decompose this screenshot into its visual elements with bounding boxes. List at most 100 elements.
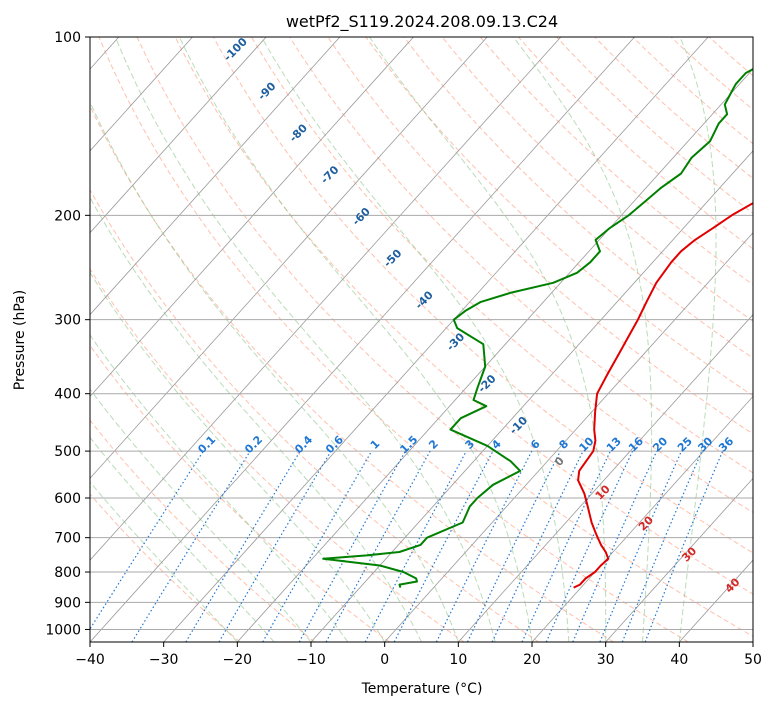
moist-adiabat-label: -70 xyxy=(318,163,341,186)
moist-adiabat xyxy=(90,196,422,642)
dry-adiabat xyxy=(90,268,465,642)
moist-adiabat-label: -10 xyxy=(507,414,530,437)
dry-adiabat xyxy=(90,419,316,642)
moist-adiabat xyxy=(369,37,607,642)
dry-adiabat-label: 30 xyxy=(679,544,699,564)
mixing-ratio-label: 0.2 xyxy=(242,433,265,456)
mixing-ratio-lines xyxy=(90,450,724,642)
moist-adiabat-lines xyxy=(90,37,717,642)
x-tick-label: −20 xyxy=(223,652,253,668)
moist-adiabat-label: -50 xyxy=(381,247,404,270)
isotherm-lines xyxy=(90,37,753,642)
dry-adiabat xyxy=(365,37,753,397)
mixing-ratio-label: 2 xyxy=(426,437,441,452)
y-tick-label: 500 xyxy=(54,444,81,460)
isotherm-line xyxy=(90,37,635,642)
dry-adiabat-label: 0 xyxy=(552,454,567,469)
mixing-ratio-line xyxy=(262,450,373,642)
plot-area: 0.1 0.2 0.4 0.6 1 1.5 2 3 4 6 8 10 13 16 20 25 30 36-100-… xyxy=(90,37,753,642)
moist-adiabat-label: -60 xyxy=(350,205,373,228)
y-tick-label: 400 xyxy=(54,387,81,403)
isotherm-line xyxy=(163,37,709,642)
dry-adiabat xyxy=(327,37,753,435)
dry-adiabat xyxy=(289,37,753,474)
mixing-ratio-label: 0.6 xyxy=(323,433,346,456)
x-tick-label: −40 xyxy=(75,652,105,668)
mixing-ratio-label: 8 xyxy=(557,437,572,452)
chart-title: wetPf2_S119.2024.208.09.13.C24 xyxy=(286,12,558,32)
isotherm-line xyxy=(605,477,753,642)
mixing-ratio-line xyxy=(364,450,467,642)
dry-adiabat xyxy=(90,493,241,642)
dewpoint-profile-line xyxy=(322,67,753,588)
moist-adiabat xyxy=(114,37,496,642)
dry-adiabat xyxy=(90,104,614,642)
x-tick-label: −10 xyxy=(296,652,326,668)
dry-adiabat xyxy=(174,37,753,595)
isotherm-line xyxy=(90,37,562,561)
y-tick-label: 300 xyxy=(54,313,81,329)
dry-adiabat xyxy=(441,37,753,322)
y-tick-label: 100 xyxy=(54,30,81,46)
dry-adiabat-lines xyxy=(90,37,753,642)
y-axis-label: Pressure (hPa) xyxy=(12,290,28,390)
isotherm-line xyxy=(237,68,753,642)
moist-adiabat xyxy=(90,436,275,642)
x-tick-label: 20 xyxy=(523,652,541,668)
mixing-ratio-line xyxy=(90,450,204,631)
moist-adiabat xyxy=(90,481,238,642)
mixing-ratio-line xyxy=(131,450,251,642)
y-tick-label: 200 xyxy=(54,208,81,224)
isotherm-line xyxy=(458,313,753,642)
mixing-ratio-label: 25 xyxy=(675,435,695,455)
mixing-ratio-line xyxy=(572,450,658,642)
y-tick-label: 600 xyxy=(54,491,81,507)
moist-adiabat xyxy=(261,37,570,642)
isotherm-line xyxy=(90,37,193,152)
pressure-gridlines xyxy=(90,37,753,630)
moist-adiabat xyxy=(90,271,386,642)
moist-adiabat-label: -30 xyxy=(444,330,467,353)
mixing-ratio-label: 4 xyxy=(489,437,504,452)
isotherm-line xyxy=(310,150,753,642)
mixing-ratio-line xyxy=(185,450,301,642)
x-tick-label: 50 xyxy=(744,652,762,668)
x-tick-label: −30 xyxy=(149,652,179,668)
isotherm-line xyxy=(90,37,341,316)
isotherm-line xyxy=(90,37,267,234)
line-labels: 0.1 0.2 0.4 0.6 1 1.5 2 3 4 6 8 10 13 16 20 25 30 36-100-… xyxy=(195,37,742,596)
isotherm-line xyxy=(531,395,753,642)
profile-series xyxy=(322,67,753,589)
moist-adiabat xyxy=(90,388,312,642)
x-tick-label: 0 xyxy=(380,652,389,668)
dry-adiabat xyxy=(479,37,753,286)
moist-adiabat xyxy=(90,100,459,642)
mixing-ratio-line xyxy=(435,450,533,642)
moist-adiabat-label: -40 xyxy=(413,288,436,311)
isotherm-line xyxy=(90,37,414,398)
dry-adiabat xyxy=(90,188,540,642)
mixing-ratio-line xyxy=(298,450,406,642)
y-tick-label: 700 xyxy=(54,531,81,547)
isotherm-line xyxy=(90,37,488,479)
mixing-ratio-line xyxy=(393,450,494,642)
y-tick-label: 800 xyxy=(54,565,81,581)
dry-adiabat xyxy=(250,37,753,514)
moist-adiabat-label: -80 xyxy=(287,121,310,144)
moist-adiabat xyxy=(178,37,533,642)
mixing-ratio-label: 0.1 xyxy=(195,433,218,456)
dry-adiabat xyxy=(708,37,753,77)
x-tick-label: 10 xyxy=(449,652,467,668)
dry-adiabat xyxy=(98,37,689,642)
mixing-ratio-line xyxy=(545,450,634,642)
dry-adiabat xyxy=(555,37,753,215)
mixing-ratio-label: 13 xyxy=(604,435,624,455)
temperature-profile-line xyxy=(573,201,753,589)
moist-adiabat-label: -20 xyxy=(475,372,498,395)
mixing-ratio-label: 0.4 xyxy=(292,433,315,456)
moist-adiabat xyxy=(512,37,653,642)
dry-adiabat xyxy=(632,37,753,145)
x-axis-label: Temperature (°C) xyxy=(361,681,483,697)
x-tick-label: 30 xyxy=(597,652,615,668)
